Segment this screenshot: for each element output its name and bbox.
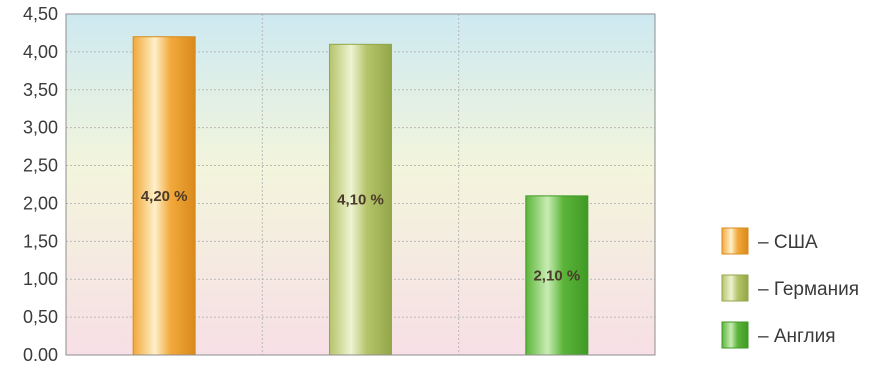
bar-0 [132,36,196,356]
data-label-1: 4,10 % [337,192,384,209]
legend-swatch-1 [721,274,749,302]
legend-swatch-2 [721,321,749,349]
plot-frame [65,13,656,356]
y-tick-label: 0.00 [23,345,58,365]
legend-label-0: – США [758,232,818,253]
bar-1 [329,43,392,356]
data-label-2: 2,10 % [533,267,580,284]
bar-2 [525,195,589,356]
y-tick-label: 4,50 [23,4,58,24]
y-tick-label: 1,50 [23,231,58,251]
legend-label-2: – Англия [758,326,836,347]
y-tick-label: 3,50 [23,80,58,100]
y-tick-label: 4,00 [23,42,58,62]
y-tick-label: 3,00 [23,118,58,138]
y-tick-label: 1,00 [23,269,58,289]
y-tick-label: 2,00 [23,193,58,213]
legend-swatch-0 [721,227,749,255]
y-tick-label: 0,50 [23,307,58,327]
legend-label-1: – Германия [758,279,859,300]
data-label-0: 4,20 % [141,188,188,205]
y-tick-label: 2,50 [23,156,58,176]
